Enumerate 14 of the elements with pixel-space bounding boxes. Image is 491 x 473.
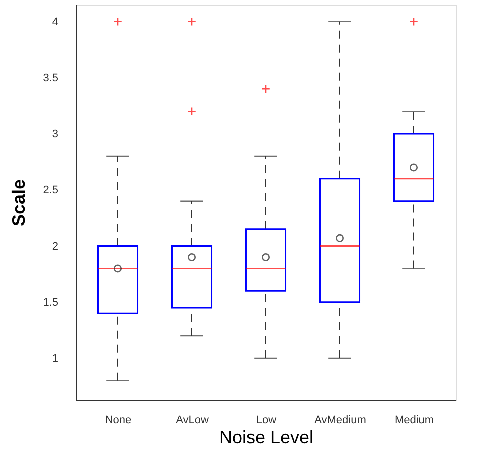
x-tick-label: AvLow [176, 414, 209, 426]
x-tick-label: Low [256, 414, 277, 426]
y-axis-title: Scale [9, 179, 30, 227]
x-tick-label: Medium [394, 414, 434, 426]
y-tick-label: 3.5 [43, 72, 58, 84]
y-tick-label: 1 [52, 352, 58, 365]
x-axis-title: Noise Level [219, 428, 314, 448]
y-tick-label: 3 [52, 128, 58, 141]
x-tick-label: None [105, 414, 132, 426]
y-tick-label: 2 [52, 240, 58, 253]
y-tick-label: 4 [52, 16, 58, 28]
y-tick-label: 1.5 [43, 296, 58, 309]
y-tick-label: 2.5 [43, 184, 58, 197]
x-tick-label: AvMedium [314, 414, 366, 426]
